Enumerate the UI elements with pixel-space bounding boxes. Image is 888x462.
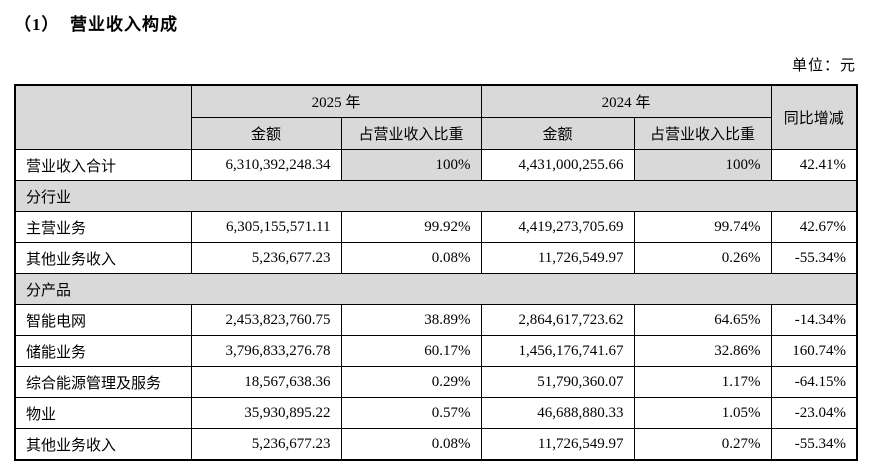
amount-2025-cell: 6,310,392,248.34 bbox=[190, 149, 342, 181]
section-row-by-industry: 分行业 bbox=[14, 180, 858, 212]
table-row-energy-storage: 储能业务 3,796,833,276.78 60.17% 1,456,176,7… bbox=[14, 335, 858, 367]
ratio-2024-cell: 64.65% bbox=[633, 304, 772, 336]
row-label: 综合能源管理及服务 bbox=[14, 366, 192, 398]
header-amount-2024: 金额 bbox=[480, 117, 635, 150]
ratio-2024-cell: 0.26% bbox=[633, 242, 772, 274]
ratio-2024-cell: 32.86% bbox=[633, 335, 772, 367]
table-header: 2025 年 2024 年 同比增减 金额 占营业收入比重 金额 占营业收入比重 bbox=[14, 84, 858, 150]
amount-2025-cell: 5,236,677.23 bbox=[190, 428, 342, 461]
ratio-2025-cell: 0.08% bbox=[340, 242, 482, 274]
header-ratio-2025: 占营业收入比重 bbox=[340, 117, 482, 150]
yoy-cell: -55.34% bbox=[770, 428, 858, 461]
table-row-integrated-energy: 综合能源管理及服务 18,567,638.36 0.29% 51,790,360… bbox=[14, 366, 858, 398]
yoy-cell: -55.34% bbox=[770, 242, 858, 274]
header-year-2024: 2024 年 bbox=[480, 84, 772, 118]
row-label: 主营业务 bbox=[14, 211, 192, 243]
table-row-other-business-income-product: 其他业务收入 5,236,677.23 0.08% 11,726,549.97 … bbox=[14, 428, 858, 461]
table-row-total-revenue: 营业收入合计 6,310,392,248.34 100% 4,431,000,2… bbox=[14, 149, 858, 181]
header-amount-2025: 金额 bbox=[190, 117, 342, 150]
table-body: 营业收入合计 6,310,392,248.34 100% 4,431,000,2… bbox=[14, 149, 858, 461]
amount-2025-cell: 18,567,638.36 bbox=[190, 366, 342, 398]
row-label: 营业收入合计 bbox=[14, 149, 192, 181]
revenue-composition-table: 2025 年 2024 年 同比增减 金额 占营业收入比重 金额 占营业收入比重… bbox=[14, 84, 859, 461]
table-row-smart-grid: 智能电网 2,453,823,760.75 38.89% 2,864,617,7… bbox=[14, 304, 858, 336]
amount-2024-cell: 11,726,549.97 bbox=[480, 428, 635, 461]
row-label: 智能电网 bbox=[14, 304, 192, 336]
amount-2024-cell: 2,864,617,723.62 bbox=[480, 304, 635, 336]
amount-2025-cell: 3,796,833,276.78 bbox=[190, 335, 342, 367]
unit-label: 单位：元 bbox=[791, 58, 856, 74]
ratio-2025-cell: 99.92% bbox=[340, 211, 482, 243]
ratio-2024-cell: 1.17% bbox=[633, 366, 772, 398]
ratio-2025-cell: 0.08% bbox=[340, 428, 482, 461]
header-blank-cell bbox=[14, 84, 192, 150]
amount-2025-cell: 5,236,677.23 bbox=[190, 242, 342, 274]
header-ratio-2024: 占营业收入比重 bbox=[633, 117, 772, 150]
header-row-years: 2025 年 2024 年 同比增减 bbox=[14, 84, 858, 150]
row-label: 储能业务 bbox=[14, 335, 192, 367]
amount-2025-cell: 6,305,155,571.11 bbox=[190, 211, 342, 243]
ratio-2024-cell: 1.05% bbox=[633, 397, 772, 429]
ratio-2025-cell: 0.29% bbox=[340, 366, 482, 398]
header-year-2025: 2025 年 bbox=[190, 84, 482, 118]
amount-2025-cell: 35,930,895.22 bbox=[190, 397, 342, 429]
amount-2025-cell: 2,453,823,760.75 bbox=[190, 304, 342, 336]
ratio-2025-cell: 0.57% bbox=[340, 397, 482, 429]
section-label: 分行业 bbox=[14, 180, 858, 212]
table-row-main-business: 主营业务 6,305,155,571.11 99.92% 4,419,273,7… bbox=[14, 211, 858, 243]
header-yoy-change: 同比增减 bbox=[770, 84, 858, 150]
ratio-2025-cell: 38.89% bbox=[340, 304, 482, 336]
ratio-2025-cell: 60.17% bbox=[340, 335, 482, 367]
table-row-other-business-income-industry: 其他业务收入 5,236,677.23 0.08% 11,726,549.97 … bbox=[14, 242, 858, 274]
table-row-property: 物业 35,930,895.22 0.57% 46,688,880.33 1.0… bbox=[14, 397, 858, 429]
row-label: 其他业务收入 bbox=[14, 242, 192, 274]
yoy-cell: 42.67% bbox=[770, 211, 858, 243]
ratio-2024-cell: 100% bbox=[633, 149, 772, 181]
yoy-cell: -14.34% bbox=[770, 304, 858, 336]
amount-2024-cell: 1,456,176,741.67 bbox=[480, 335, 635, 367]
yoy-cell: -64.15% bbox=[770, 366, 858, 398]
amount-2024-cell: 46,688,880.33 bbox=[480, 397, 635, 429]
header-row-measures: 金额 占营业收入比重 金额 占营业收入比重 bbox=[15, 117, 857, 150]
yoy-cell: 160.74% bbox=[770, 335, 858, 367]
section-row-by-product: 分产品 bbox=[14, 273, 858, 305]
amount-2024-cell: 4,431,000,255.66 bbox=[480, 149, 635, 181]
amount-2024-cell: 4,419,273,705.69 bbox=[480, 211, 635, 243]
yoy-cell: 42.41% bbox=[770, 149, 858, 181]
amount-2024-cell: 11,726,549.97 bbox=[480, 242, 635, 274]
section-label: 分产品 bbox=[14, 273, 858, 305]
ratio-2024-cell: 99.74% bbox=[633, 211, 772, 243]
ratio-2025-cell: 100% bbox=[340, 149, 482, 181]
ratio-2024-cell: 0.27% bbox=[633, 428, 772, 461]
amount-2024-cell: 51,790,360.07 bbox=[480, 366, 635, 398]
row-label: 物业 bbox=[14, 397, 192, 429]
row-label: 其他业务收入 bbox=[14, 428, 192, 461]
page-title: （1） 营业收入构成 bbox=[14, 15, 178, 34]
yoy-cell: -23.04% bbox=[770, 397, 858, 429]
